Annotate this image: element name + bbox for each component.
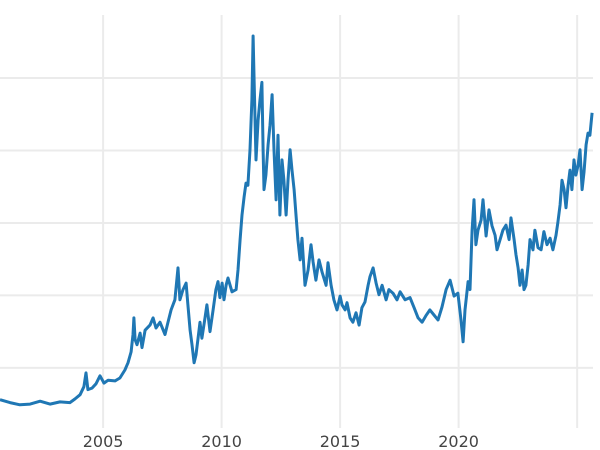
x-axis-ticks: 2005 2010 2015 2020 — [83, 432, 479, 450]
x-tick-label: 2015 — [320, 432, 361, 450]
x-tick-label: 2005 — [83, 432, 124, 450]
grid — [0, 15, 593, 428]
x-tick-label: 2020 — [438, 432, 479, 450]
x-tick-label: 2010 — [201, 432, 242, 450]
series-line — [0, 34, 594, 407]
